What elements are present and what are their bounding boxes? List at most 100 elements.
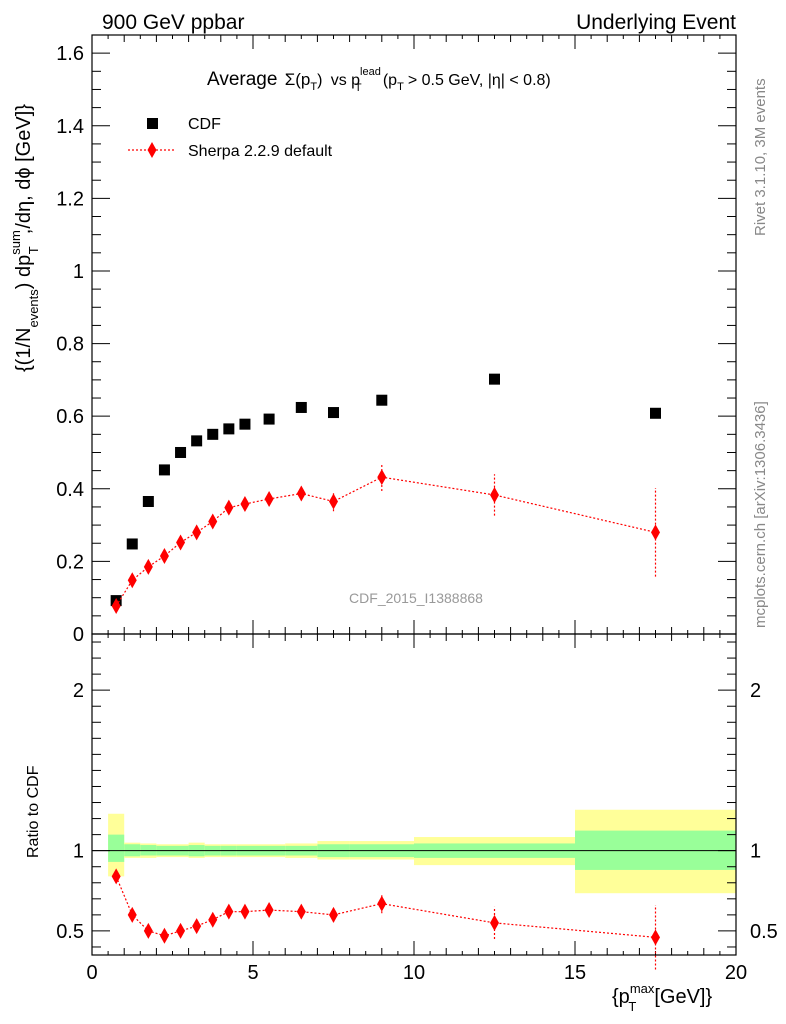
cdf-point (126, 538, 138, 550)
sherpa-point (264, 490, 274, 507)
title-sigma-close: ) (317, 72, 322, 89)
cdf-point (376, 394, 388, 406)
legend-sherpa-marker (147, 142, 157, 158)
main-ylabel: {(1/Nevents) dpsum T ,/dη, dϕ [GeV]} (8, 104, 41, 372)
sherpa-point (127, 572, 137, 589)
y-tick-label: 1 (73, 841, 84, 863)
sherpa-point (143, 558, 153, 575)
title-cuts-sub: T (397, 81, 404, 93)
legend-cdf-marker (147, 118, 158, 129)
sherpa-ratio-line (115, 876, 656, 938)
ratio-band-inner (108, 834, 125, 862)
xlabel-sub: T (628, 999, 636, 1014)
cdf-point (650, 407, 661, 419)
title-cuts-b: > 0.5 GeV, |η| < 0.8) (408, 72, 551, 89)
ratio-frame (91, 633, 737, 956)
title-cuts-a: (p (383, 72, 397, 89)
sherpa-ratio-point (159, 927, 169, 944)
sherpa-ratio-point (296, 903, 306, 920)
analysis-watermark: CDF_2015_I1388868 (349, 590, 483, 606)
legend: CDF Sherpa 2.2.9 default (128, 116, 333, 160)
y-tick-label-right: 0.5 (750, 921, 778, 943)
main-plot: 0 0.2 0.4 0.6 0.8 1 1.2 1.4 1.6 (56, 34, 737, 646)
sherpa-point (296, 485, 306, 502)
xlabel-b: [GeV]} (654, 986, 712, 1008)
main-ylabel-a: {(1/N (13, 328, 35, 372)
sherpa-point (208, 513, 218, 530)
cdf-point (263, 413, 275, 425)
x-tick-label: 5 (247, 962, 258, 984)
cdf-point (489, 373, 500, 385)
sherpa-ratio-point (111, 868, 121, 885)
y-tick-label: 0.8 (56, 334, 84, 356)
legend-cdf-label: CDF (188, 116, 221, 133)
xlabel-a: {p (612, 986, 630, 1008)
sherpa-ratio-point (377, 895, 387, 912)
cdf-point (295, 401, 307, 413)
y-tick-label: 0.4 (56, 479, 84, 501)
y-tick-label-right: 2 (750, 680, 761, 702)
main-ylabel-c: ,/dη, dϕ [GeV]} (13, 104, 35, 234)
cdf-point (175, 446, 187, 458)
y-tick-label: 1 (73, 261, 84, 283)
y-tick-label: 0.6 (56, 406, 84, 428)
sherpa-point (240, 496, 250, 513)
title-sigma-sub: T (310, 81, 317, 93)
sherpa-line (115, 476, 656, 607)
cdf-point (158, 464, 170, 476)
sherpa-point (111, 598, 121, 615)
sherpa-ratio-point (143, 922, 153, 939)
sherpa-ratio-point (651, 929, 660, 946)
sherpa-point (224, 499, 234, 516)
mcplots-label: mcplots.cern.ch [arXiv:1306.3436] (752, 401, 769, 628)
y-tick-label: 0.2 (56, 551, 84, 573)
main-ylabel-b: ) dp (13, 255, 35, 289)
y-tick-label: 0 (73, 624, 84, 646)
y-tick-label: 2 (73, 680, 84, 702)
sherpa-point (159, 547, 169, 564)
cdf-point (191, 435, 203, 447)
main-ylabel-b-sub: T (26, 246, 41, 254)
y-tick-label: 1.2 (56, 188, 84, 210)
title-vs: vs p (331, 72, 360, 89)
header-left: 900 GeV ppbar (102, 11, 244, 34)
ratio-ylabel: Ratio to CDF (25, 765, 42, 858)
title-prefix: Average (207, 69, 277, 90)
sherpa-ratio-point (264, 902, 274, 919)
sherpa-point (176, 534, 186, 551)
sherpa-ratio-point (490, 914, 499, 931)
header-right: Underlying Event (576, 11, 736, 34)
sherpa-point (490, 486, 499, 503)
sherpa-ratio-point (240, 903, 250, 920)
title-lead-sub: T (355, 82, 362, 94)
cdf-point (239, 418, 251, 430)
sherpa-ratio-point (329, 906, 338, 923)
main-ylabel-b-sup: sum (8, 230, 23, 255)
sherpa-point (329, 493, 338, 510)
cdf-point (328, 407, 339, 419)
y-tick-label-right: 1 (750, 841, 761, 863)
x-tick-label: 15 (564, 962, 586, 984)
sherpa-point (651, 524, 660, 541)
title-sigma: Σ(p (285, 70, 311, 89)
legend-sherpa-label: Sherpa 2.2.9 default (188, 143, 333, 160)
title-lead-sup: lead (360, 66, 381, 78)
main-ylabel-a-sub: events (26, 289, 41, 328)
sherpa-ratio-point (224, 903, 234, 920)
xlabel-sup: max (630, 981, 655, 996)
x-tick-label: 10 (403, 962, 425, 984)
xlabel: {pmax T [GeV]} (612, 981, 712, 1014)
cdf-point (142, 495, 154, 507)
x-tick-label: 20 (725, 962, 747, 984)
sherpa-ratio-point (208, 911, 218, 928)
rivet-label: Rivet 3.1.10, 3M events (752, 78, 769, 236)
sherpa-ratio-point (192, 918, 202, 935)
ratio-plot: 0 5 10 15 200.5 0.51 12 2 (56, 633, 778, 984)
plot-title: Average Σ(pT) vs plead T (pT > 0.5 GeV, |η… (207, 66, 551, 96)
y-tick-label: 0.5 (56, 921, 84, 943)
x-tick-label: 0 (86, 962, 97, 984)
sherpa-ratio-point (176, 922, 186, 939)
cdf-point (223, 423, 235, 435)
cdf-point (207, 428, 219, 440)
